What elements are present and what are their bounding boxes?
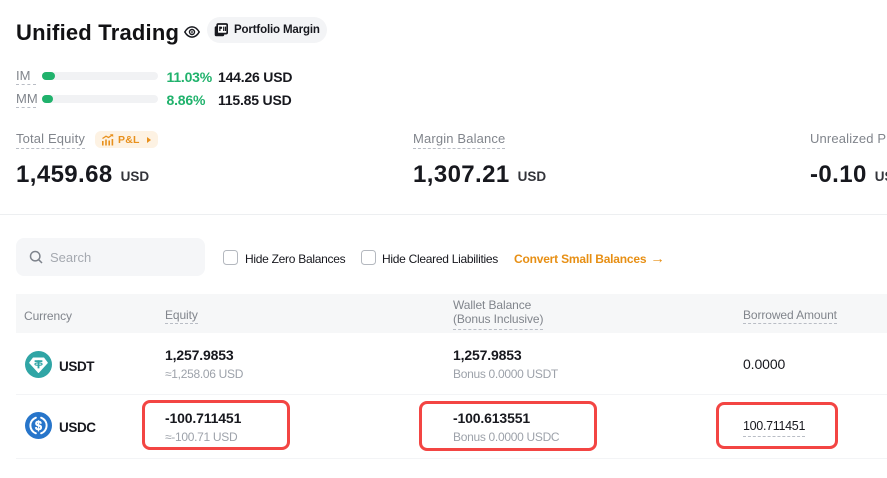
svg-text:$: $ <box>35 419 42 433</box>
